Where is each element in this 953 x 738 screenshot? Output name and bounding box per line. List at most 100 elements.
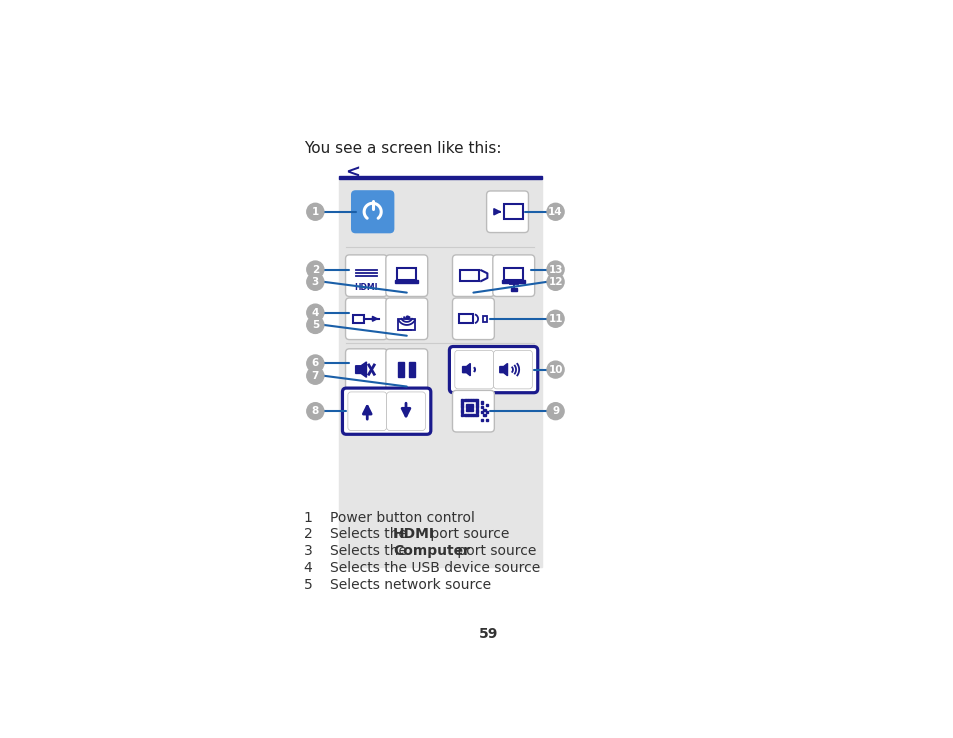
FancyBboxPatch shape — [452, 390, 494, 432]
Text: 10: 10 — [548, 365, 562, 375]
Circle shape — [546, 203, 563, 220]
Circle shape — [307, 273, 323, 290]
Bar — [353, 315, 364, 323]
FancyBboxPatch shape — [449, 347, 537, 393]
Bar — [460, 409, 463, 411]
Bar — [459, 270, 478, 281]
Bar — [460, 414, 463, 416]
Text: 2: 2 — [303, 528, 313, 542]
Bar — [397, 362, 404, 377]
Circle shape — [307, 403, 323, 420]
Bar — [473, 414, 476, 416]
Bar — [482, 316, 487, 322]
Text: Computer: Computer — [393, 545, 470, 559]
Bar — [397, 319, 415, 330]
Bar — [460, 404, 463, 406]
Text: 8: 8 — [312, 406, 318, 416]
Text: 4: 4 — [312, 308, 318, 317]
FancyBboxPatch shape — [455, 351, 493, 389]
Text: Selects the USB device source: Selects the USB device source — [330, 562, 539, 576]
Bar — [460, 406, 463, 409]
Bar — [468, 404, 470, 406]
Bar — [476, 401, 477, 404]
FancyBboxPatch shape — [351, 190, 394, 233]
Bar — [463, 399, 465, 401]
FancyBboxPatch shape — [486, 191, 528, 232]
Bar — [471, 399, 473, 401]
FancyBboxPatch shape — [385, 349, 427, 390]
Bar — [471, 414, 473, 416]
Text: 7: 7 — [312, 370, 318, 381]
Circle shape — [307, 304, 323, 321]
Bar — [395, 280, 418, 283]
Circle shape — [307, 203, 323, 220]
Bar — [459, 314, 473, 323]
FancyBboxPatch shape — [385, 298, 427, 339]
Bar — [409, 362, 415, 377]
Bar — [480, 418, 482, 421]
FancyBboxPatch shape — [493, 351, 532, 389]
Bar — [471, 409, 473, 411]
Bar — [465, 409, 468, 411]
Text: port source: port source — [425, 528, 509, 542]
Bar — [468, 399, 470, 401]
Text: Selects the: Selects the — [330, 528, 411, 542]
Bar — [476, 404, 477, 406]
Bar — [460, 401, 463, 404]
Text: HDMI: HDMI — [355, 283, 377, 292]
Text: 12: 12 — [548, 277, 562, 287]
Text: Selects the: Selects the — [330, 545, 411, 559]
FancyBboxPatch shape — [345, 298, 387, 339]
Text: 11: 11 — [548, 314, 562, 324]
Text: 59: 59 — [478, 627, 498, 641]
Circle shape — [546, 273, 563, 290]
FancyBboxPatch shape — [345, 349, 387, 390]
Bar — [501, 280, 525, 283]
Bar — [463, 414, 465, 416]
Bar — [480, 411, 482, 413]
FancyBboxPatch shape — [493, 255, 534, 297]
Text: 13: 13 — [548, 264, 562, 275]
Text: 2: 2 — [312, 264, 318, 275]
Bar — [468, 414, 470, 416]
Bar — [473, 399, 476, 401]
Text: 3: 3 — [303, 545, 313, 559]
Bar — [465, 414, 468, 416]
Text: 4: 4 — [303, 562, 313, 576]
Bar — [460, 411, 463, 413]
Bar — [460, 399, 463, 401]
Bar — [476, 409, 477, 411]
Text: You see a screen like this:: You see a screen like this: — [303, 141, 500, 156]
Circle shape — [307, 368, 323, 384]
Bar — [480, 406, 482, 409]
Bar — [465, 406, 468, 409]
Bar — [483, 409, 485, 411]
FancyBboxPatch shape — [385, 255, 427, 297]
Circle shape — [307, 355, 323, 372]
Bar — [485, 411, 488, 413]
Text: Selects network source: Selects network source — [330, 579, 491, 593]
Circle shape — [307, 317, 323, 334]
Bar — [485, 404, 488, 406]
Bar — [471, 404, 473, 406]
Bar — [476, 399, 477, 401]
Text: 5: 5 — [303, 579, 313, 593]
Bar — [485, 418, 488, 421]
Bar — [397, 268, 416, 280]
Bar — [471, 406, 473, 409]
Text: <: < — [344, 163, 359, 182]
Text: 14: 14 — [548, 207, 562, 217]
Bar — [338, 178, 541, 567]
Polygon shape — [499, 363, 507, 376]
Text: Power button control: Power button control — [330, 511, 475, 525]
Bar — [476, 414, 477, 416]
Bar — [510, 288, 517, 291]
Bar — [468, 409, 470, 411]
Polygon shape — [462, 363, 470, 376]
Bar — [483, 414, 485, 416]
FancyBboxPatch shape — [452, 298, 494, 339]
Text: 1: 1 — [312, 207, 318, 217]
Bar — [476, 411, 477, 413]
Circle shape — [546, 361, 563, 378]
Text: 5: 5 — [312, 320, 318, 330]
